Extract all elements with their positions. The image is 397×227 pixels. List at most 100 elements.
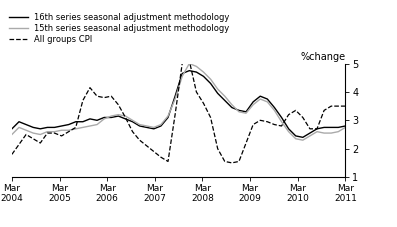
15th series seasonal adjustment methodology	[343, 126, 348, 129]
15th series seasonal adjustment methodology	[66, 129, 71, 132]
16th series seasonal adjustment methodology	[52, 126, 57, 129]
15th series seasonal adjustment methodology	[201, 71, 206, 73]
15th series seasonal adjustment methodology	[137, 123, 142, 126]
All groups CPI	[279, 125, 284, 127]
15th series seasonal adjustment methodology	[293, 137, 298, 140]
15th series seasonal adjustment methodology	[237, 111, 241, 113]
15th series seasonal adjustment methodology	[10, 133, 14, 136]
15th series seasonal adjustment methodology	[81, 126, 85, 129]
15th series seasonal adjustment methodology	[109, 115, 114, 117]
All groups CPI	[88, 86, 93, 89]
All groups CPI	[24, 133, 29, 136]
15th series seasonal adjustment methodology	[123, 115, 128, 117]
All groups CPI	[222, 160, 227, 163]
16th series seasonal adjustment methodology	[151, 127, 156, 130]
All groups CPI	[237, 160, 241, 163]
All groups CPI	[315, 127, 320, 130]
16th series seasonal adjustment methodology	[329, 126, 333, 129]
Line: All groups CPI: All groups CPI	[12, 61, 345, 163]
All groups CPI	[116, 103, 121, 106]
All groups CPI	[251, 123, 256, 126]
15th series seasonal adjustment methodology	[336, 130, 341, 133]
16th series seasonal adjustment methodology	[109, 116, 114, 119]
All groups CPI	[187, 59, 192, 62]
All groups CPI	[81, 99, 85, 102]
15th series seasonal adjustment methodology	[59, 129, 64, 132]
16th series seasonal adjustment methodology	[17, 120, 21, 123]
16th series seasonal adjustment methodology	[180, 72, 185, 75]
15th series seasonal adjustment methodology	[222, 95, 227, 98]
15th series seasonal adjustment methodology	[208, 78, 213, 81]
All groups CPI	[59, 135, 64, 137]
15th series seasonal adjustment methodology	[308, 135, 312, 137]
16th series seasonal adjustment methodology	[166, 116, 170, 119]
All groups CPI	[286, 113, 291, 116]
All groups CPI	[265, 120, 270, 123]
16th series seasonal adjustment methodology	[215, 92, 220, 95]
15th series seasonal adjustment methodology	[151, 126, 156, 129]
All groups CPI	[102, 96, 106, 99]
16th series seasonal adjustment methodology	[59, 125, 64, 127]
15th series seasonal adjustment methodology	[52, 130, 57, 133]
16th series seasonal adjustment methodology	[315, 127, 320, 130]
16th series seasonal adjustment methodology	[194, 71, 199, 73]
All groups CPI	[229, 162, 234, 164]
15th series seasonal adjustment methodology	[24, 129, 29, 132]
All groups CPI	[151, 150, 156, 153]
15th series seasonal adjustment methodology	[279, 120, 284, 123]
15th series seasonal adjustment methodology	[94, 123, 99, 126]
16th series seasonal adjustment methodology	[123, 118, 128, 120]
15th series seasonal adjustment methodology	[31, 132, 36, 134]
16th series seasonal adjustment methodology	[94, 119, 99, 122]
15th series seasonal adjustment methodology	[102, 118, 106, 120]
16th series seasonal adjustment methodology	[24, 123, 29, 126]
16th series seasonal adjustment methodology	[258, 95, 263, 98]
15th series seasonal adjustment methodology	[180, 75, 185, 78]
All groups CPI	[329, 105, 333, 107]
All groups CPI	[137, 139, 142, 142]
16th series seasonal adjustment methodology	[343, 125, 348, 127]
All groups CPI	[336, 105, 341, 107]
15th series seasonal adjustment methodology	[130, 119, 135, 122]
15th series seasonal adjustment methodology	[88, 125, 93, 127]
16th series seasonal adjustment methodology	[222, 99, 227, 102]
15th series seasonal adjustment methodology	[194, 65, 199, 68]
All groups CPI	[272, 123, 277, 126]
16th series seasonal adjustment methodology	[229, 106, 234, 109]
15th series seasonal adjustment methodology	[229, 103, 234, 106]
All groups CPI	[343, 105, 348, 107]
15th series seasonal adjustment methodology	[322, 132, 326, 134]
16th series seasonal adjustment methodology	[237, 109, 241, 112]
15th series seasonal adjustment methodology	[272, 109, 277, 112]
16th series seasonal adjustment methodology	[116, 115, 121, 117]
15th series seasonal adjustment methodology	[244, 112, 249, 115]
All groups CPI	[322, 109, 326, 112]
All groups CPI	[173, 113, 177, 116]
15th series seasonal adjustment methodology	[145, 125, 149, 127]
16th series seasonal adjustment methodology	[308, 132, 312, 134]
All groups CPI	[215, 147, 220, 150]
Legend: 16th series seasonal adjustment methodology, 15th series seasonal adjustment met: 16th series seasonal adjustment methodol…	[10, 13, 230, 44]
All groups CPI	[158, 156, 163, 159]
Text: %change: %change	[300, 52, 345, 62]
16th series seasonal adjustment methodology	[265, 98, 270, 100]
All groups CPI	[109, 95, 114, 98]
All groups CPI	[31, 137, 36, 140]
15th series seasonal adjustment methodology	[116, 113, 121, 116]
16th series seasonal adjustment methodology	[66, 123, 71, 126]
16th series seasonal adjustment methodology	[187, 69, 192, 72]
15th series seasonal adjustment methodology	[173, 98, 177, 100]
16th series seasonal adjustment methodology	[81, 120, 85, 123]
Line: 15th series seasonal adjustment methodology: 15th series seasonal adjustment methodol…	[12, 64, 345, 140]
All groups CPI	[258, 119, 263, 122]
16th series seasonal adjustment methodology	[293, 135, 298, 137]
16th series seasonal adjustment methodology	[145, 126, 149, 129]
All groups CPI	[308, 127, 312, 130]
15th series seasonal adjustment methodology	[315, 130, 320, 133]
16th series seasonal adjustment methodology	[38, 127, 42, 130]
All groups CPI	[166, 160, 170, 163]
16th series seasonal adjustment methodology	[45, 126, 50, 129]
All groups CPI	[208, 116, 213, 119]
15th series seasonal adjustment methodology	[215, 88, 220, 91]
15th series seasonal adjustment methodology	[258, 98, 263, 100]
